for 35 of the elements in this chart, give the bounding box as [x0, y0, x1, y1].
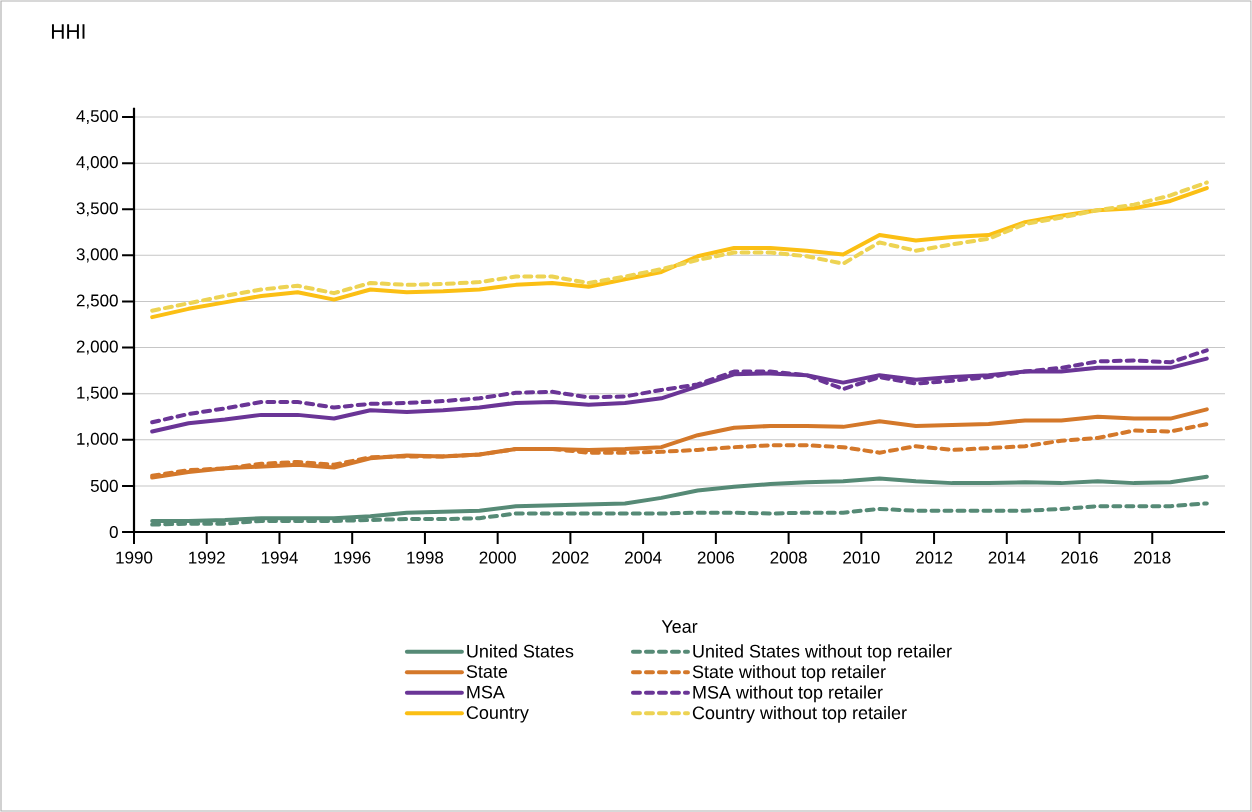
x-tick-label: 2000: [479, 551, 516, 564]
y-tick-label: 0: [109, 525, 118, 539]
legend-label: Country without top retailer: [692, 706, 907, 723]
x-tick-label: 2002: [552, 551, 589, 564]
y-tick-label: 4,000: [76, 156, 118, 171]
y-tick-label: 2,500: [76, 294, 118, 309]
legend-label: Country: [466, 706, 529, 723]
x-tick-label: 1994: [261, 551, 298, 564]
legend-label: State: [466, 665, 508, 678]
x-tick-label: 2006: [697, 551, 735, 564]
x-tick-label: 2016: [1061, 551, 1098, 564]
legend-label: United States without top retailer: [693, 644, 952, 662]
y-axis-title: HHI: [51, 24, 85, 39]
y-tick-label: 1,000: [77, 432, 118, 447]
x-tick-label: 1992: [189, 551, 225, 564]
x-tick-label: 2008: [770, 551, 807, 564]
y-tick-label: 4,500: [76, 110, 118, 125]
x-tick-label: 1998: [407, 551, 444, 564]
y-tick-label: 1,500: [77, 386, 118, 401]
x-tick-label: 2014: [988, 551, 1026, 564]
y-tick-label: 2,000: [76, 340, 118, 355]
legend-label: MSA: [467, 685, 505, 699]
x-tick-label: 1996: [334, 551, 371, 564]
y-tick-label: 3,000: [76, 248, 118, 263]
x-tick-label: 2010: [843, 551, 880, 564]
legend-label: United States: [467, 644, 574, 658]
y-tick-label: 500: [90, 479, 118, 492]
legend-label: MSA without top retailer: [693, 685, 883, 703]
x-tick-label: 2018: [1134, 551, 1171, 564]
x-tick-label: 1990: [116, 551, 153, 564]
legend-label: State without top retailer: [692, 664, 886, 682]
y-tick-label: 3,500: [76, 202, 118, 217]
x-axis-title: Year: [661, 620, 698, 633]
x-tick-label: 2004: [625, 551, 662, 564]
x-tick-label: 2012: [916, 551, 953, 564]
